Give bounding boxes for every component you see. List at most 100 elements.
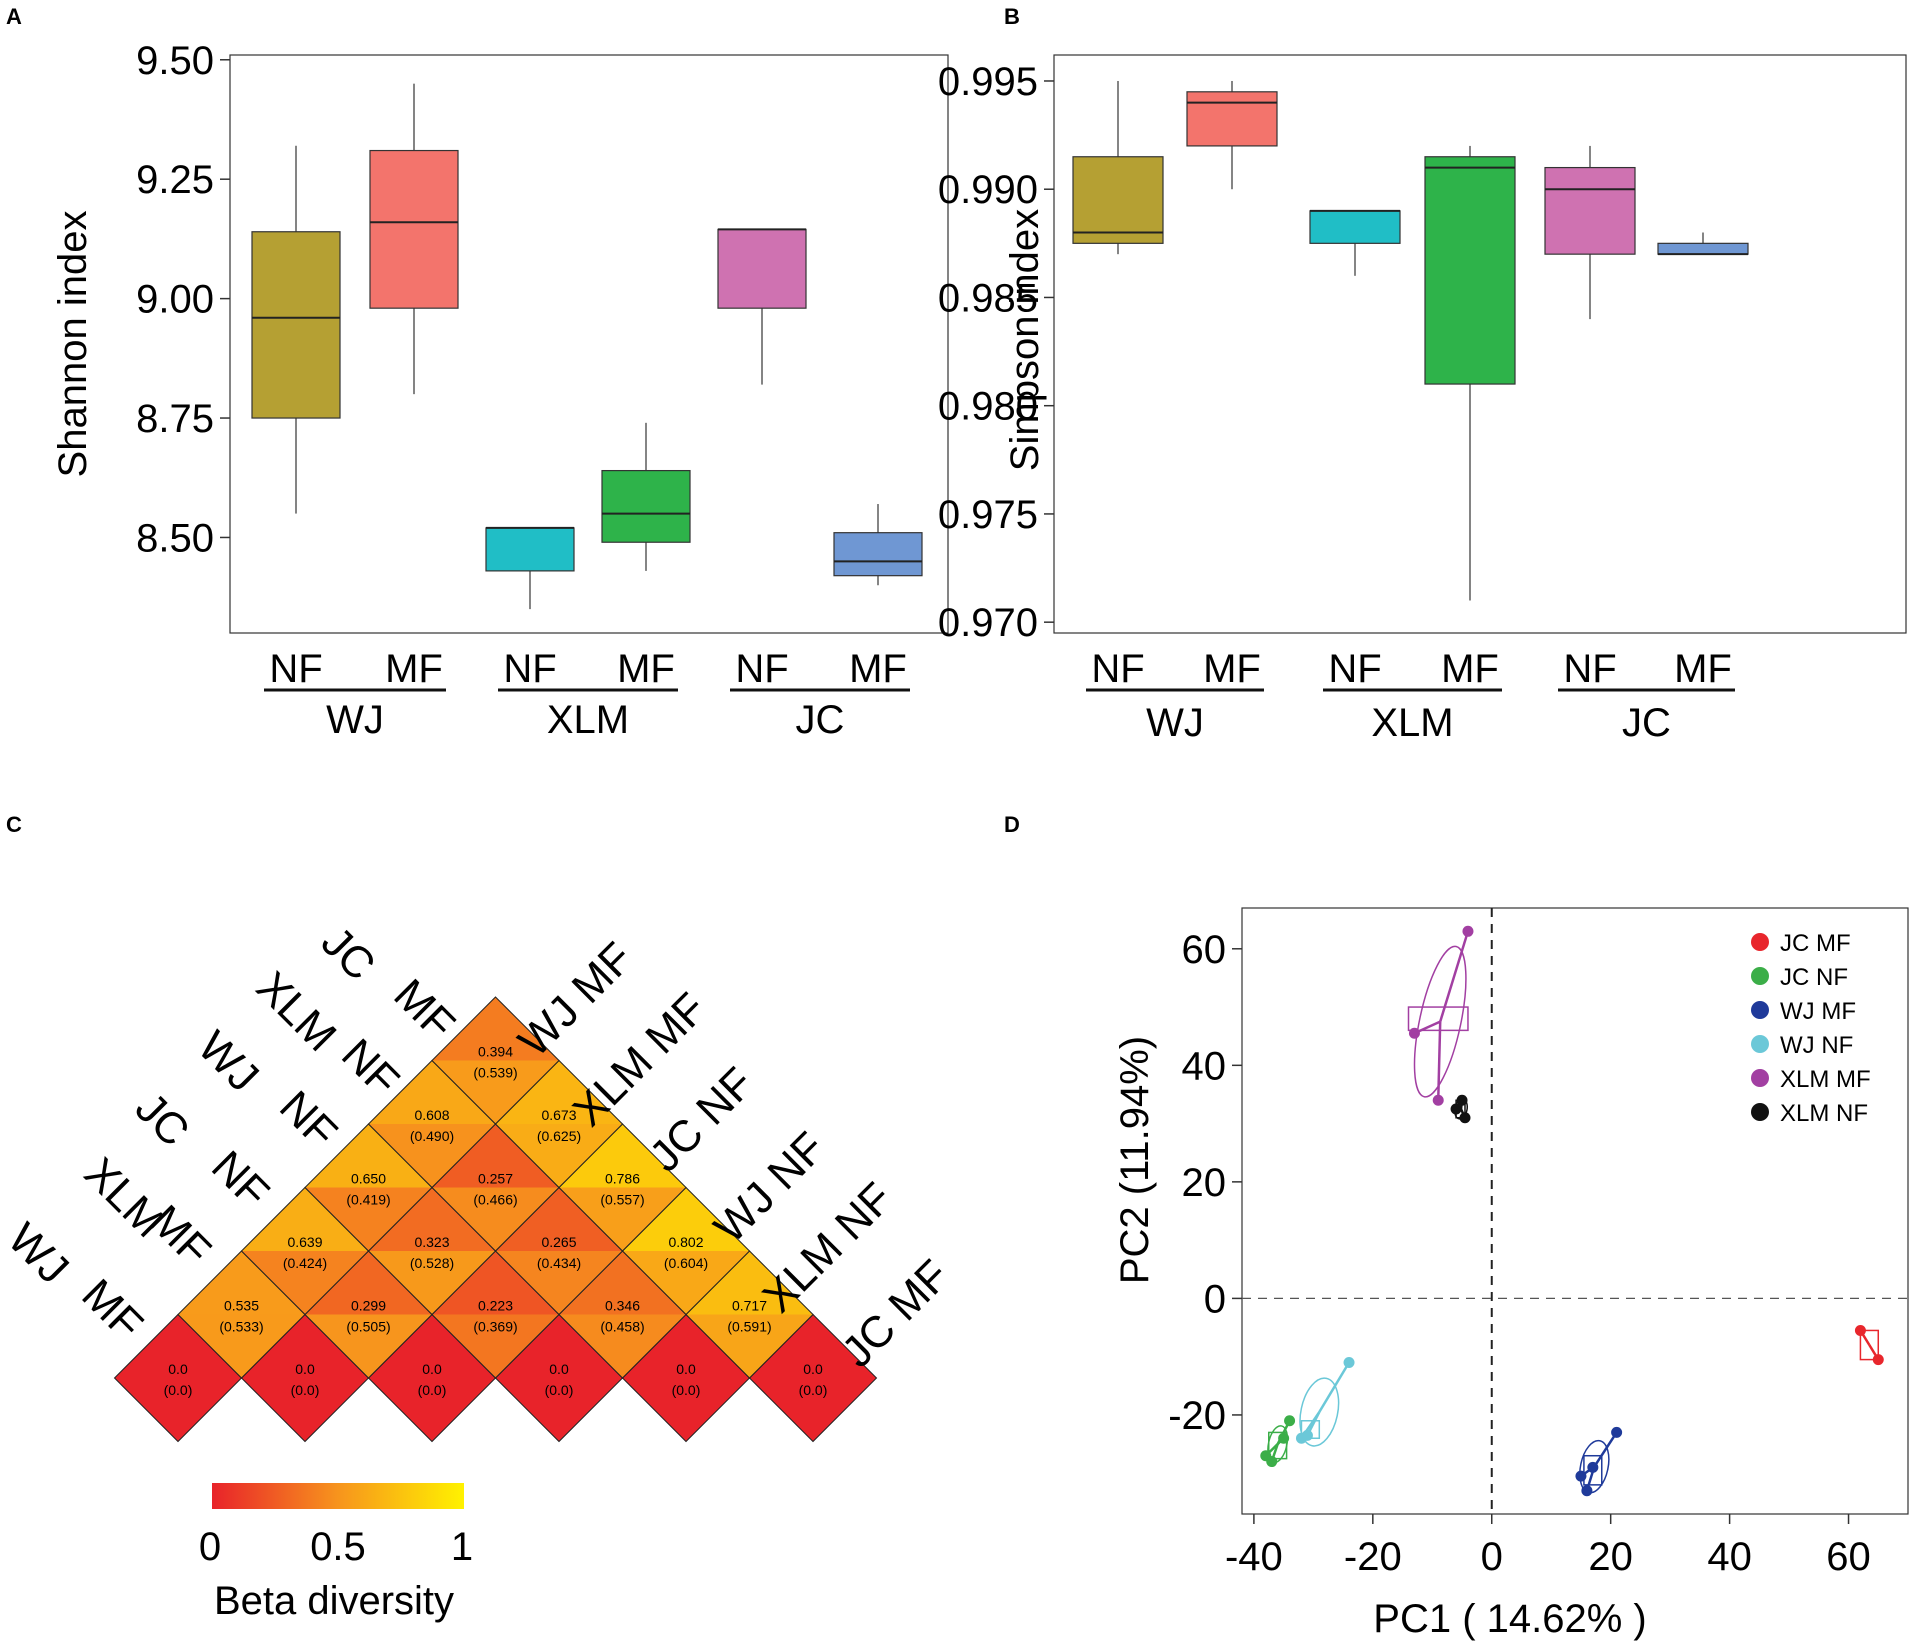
cell-value: 0.639 [287, 1234, 322, 1250]
heatmap-cell-r1-c3-upper [559, 1251, 686, 1315]
cell-sub-value: (0.0) [545, 1382, 574, 1398]
cell-sub-value: (0.528) [410, 1255, 454, 1271]
heatmap-cell-r2-c2-lower [495, 1251, 623, 1315]
y-tick-label: 0.970 [938, 601, 1038, 645]
point-wj-mf [1587, 1461, 1599, 1473]
x-tick-label: -20 [1344, 1535, 1402, 1579]
heatmap-cell-r2-c1-upper [368, 1187, 496, 1251]
cell-value: 0.786 [605, 1171, 640, 1187]
box-xlm-mf [601, 469, 691, 543]
cell-sub-value: (0.557) [600, 1192, 644, 1208]
point-jc-mf [1872, 1354, 1884, 1366]
y-tick-label: 60 [1182, 928, 1227, 972]
legend-marker [1751, 1069, 1769, 1087]
panel-label-d: D [1004, 812, 1020, 837]
plot-frame [1053, 54, 1907, 634]
cell-value: 0.394 [478, 1044, 513, 1060]
heatmap-cell-r1-c4-upper [686, 1251, 813, 1315]
cell-sub-value: (0.505) [346, 1319, 390, 1335]
spider-line-xlm-mf [1439, 930, 1470, 1022]
heatmap-cell-r1-c1-lower [305, 1314, 432, 1378]
spider-line-wj-nf [1318, 1361, 1351, 1413]
heatmap-cell-r5-c0-lower [432, 1060, 559, 1124]
heatmap-cell-r4-c0-lower [368, 1124, 496, 1188]
point-wj-mf [1581, 1485, 1593, 1497]
heatmap-cell-r2-c3-lower [622, 1251, 750, 1315]
cell-sub-value: (0.0) [418, 1382, 447, 1398]
cell-sub-value: (0.604) [664, 1255, 708, 1271]
y-axis-label: Simpson index [1003, 209, 1047, 471]
heatmap-cell-r2-c0-lower [241, 1251, 369, 1315]
group-label: JC [796, 698, 845, 742]
cell-value: 0.673 [541, 1107, 576, 1123]
point-xlm-mf [1462, 925, 1474, 937]
heatmap-cell-r3-c1-lower [432, 1187, 559, 1251]
box-xlm-mf [1424, 156, 1516, 385]
x-tick-label: 20 [1588, 1535, 1633, 1579]
x-category-label: NF [269, 647, 322, 691]
cell-value: 0.346 [605, 1298, 640, 1314]
y-tick-label: 8.50 [136, 516, 214, 560]
cell-sub-value: (0.591) [727, 1319, 771, 1335]
cell-value: 0.223 [478, 1298, 513, 1314]
cell-value: 0.0 [803, 1361, 823, 1377]
box-wj-nf [1072, 156, 1164, 244]
heatmap-cell-r1-c1-upper [305, 1251, 432, 1315]
box-wj-mf [369, 149, 459, 309]
x-category-label: NF [735, 647, 788, 691]
y-tick-label: 0.985 [938, 276, 1038, 320]
cell-value: 0.608 [414, 1107, 449, 1123]
x-category-label: MF [1674, 647, 1732, 691]
point-jc-nf [1266, 1456, 1278, 1468]
y-tick-label: 40 [1182, 1044, 1227, 1088]
heatmap-cell-r5-c0-border [431, 996, 560, 1125]
heatmap-cell-r2-c0-upper [241, 1187, 369, 1251]
group-box-xlm-mf [1407, 1006, 1469, 1032]
cell-sub-value: (0.369) [473, 1319, 517, 1335]
legend-marker [1751, 933, 1769, 951]
panel-label-a: A [6, 4, 22, 29]
point-jc-nf [1278, 1432, 1290, 1444]
y-tick-label: 9.50 [136, 39, 214, 83]
x-category-label: MF [1441, 647, 1499, 691]
group-label: WJ [1146, 701, 1204, 745]
cell-sub-value: (0.0) [291, 1382, 320, 1398]
x-category-label: MF [385, 647, 443, 691]
heatmap-cell-r4-c1-upper [495, 1060, 623, 1124]
panel-label-b: B [1004, 4, 1020, 29]
colorbar-tick: 0 [199, 1525, 221, 1569]
y-axis-label: Shannon index [51, 211, 95, 478]
colorbar-tick: 1 [451, 1525, 473, 1569]
cell-value: 0.0 [168, 1361, 188, 1377]
x-category-label: MF [617, 647, 675, 691]
confidence-ellipse-wj-nf [1299, 1377, 1340, 1447]
y-tick-label: 9.00 [136, 278, 214, 322]
plot-frame [229, 54, 949, 634]
point-jc-nf [1284, 1415, 1296, 1427]
x-axis-label: PC1 ( 14.62% ) [1373, 1597, 1646, 1641]
point-wj-nf [1343, 1357, 1355, 1368]
plot-frame [1241, 907, 1909, 1515]
point-wj-mf [1575, 1470, 1587, 1482]
cell-value: 0.0 [676, 1361, 696, 1377]
group-box-jc-mf [1859, 1329, 1880, 1361]
y-tick-label: 0.975 [938, 493, 1038, 537]
heatmap-cell-r2-c3-upper [622, 1187, 750, 1251]
x-category-label: MF [849, 647, 907, 691]
box-wj-mf [1186, 91, 1278, 147]
box-jc-mf [833, 532, 923, 577]
cell-value: 0.265 [541, 1234, 576, 1250]
group-label: XLM [1371, 701, 1453, 745]
y-tick-label: 0 [1204, 1277, 1226, 1321]
heatmap-cell-r4-c0-upper [368, 1060, 496, 1124]
y-tick-label: 0.995 [938, 60, 1038, 104]
legend-label: XLM NF [1780, 1100, 1868, 1127]
colorbar [212, 1483, 464, 1509]
group-label: JC [1622, 701, 1671, 745]
legend-marker [1751, 967, 1769, 985]
cell-sub-value: (0.466) [473, 1192, 517, 1208]
panel-b-simpson-boxplot: B Simpson index 0.995 0.990 0.985 0.980 0.97… [938, 4, 1907, 745]
point-wj-nf [1301, 1429, 1313, 1441]
cell-value: 0.323 [414, 1234, 449, 1250]
